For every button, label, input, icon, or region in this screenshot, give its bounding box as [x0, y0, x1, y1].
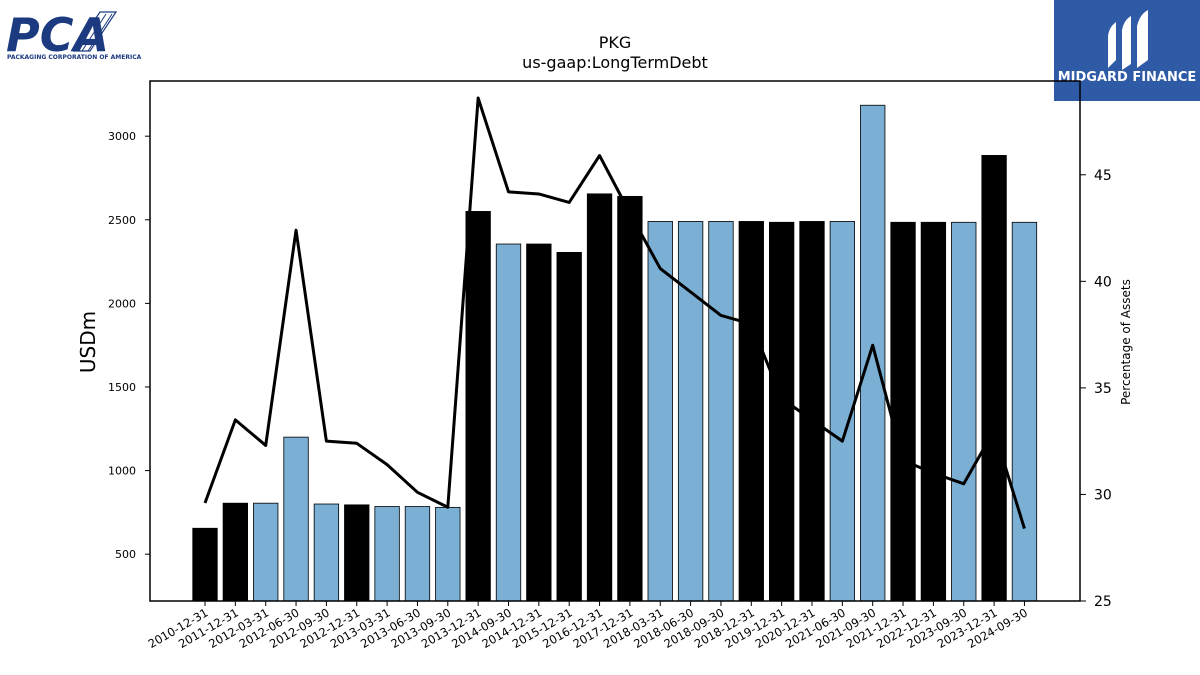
bar-2012-03-31: [253, 502, 279, 602]
y2-tick-label: 45: [1094, 168, 1112, 184]
bar-2011-12-31: [222, 502, 249, 602]
bar-2020-12-31: [799, 221, 825, 602]
y2-axis-label: Percentage of Assets: [1119, 279, 1133, 405]
bar-2018-06-30: [677, 221, 704, 602]
y-ticks: 500 1000 1500 2000 2500 3000: [108, 130, 150, 561]
x-ticks: 2010-12-312011-12-312012-03-312012-06-30…: [146, 601, 1030, 651]
bar-2010-12-31: [192, 527, 218, 602]
bar-2014-09-30: [495, 243, 522, 602]
y2-ticks: 25 30 35 40 45: [1080, 168, 1112, 610]
bar-2023-12-31: [981, 155, 1007, 602]
bar-2013-06-30: [404, 506, 431, 602]
bar-2021-09-30: [860, 104, 886, 602]
pca-logo: PCA PACKAGING CORPORATION OF AMERICA: [6, 8, 142, 62]
y-tick-label: 2500: [108, 214, 136, 227]
bar-2018-09-30: [708, 221, 734, 602]
bar-2023-09-30: [951, 221, 977, 602]
bar-2016-12-31: [586, 193, 613, 602]
bar-2013-03-31: [374, 506, 400, 602]
y2-tick-label: 30: [1094, 487, 1112, 503]
bar-2013-12-31: [465, 211, 491, 602]
bar-2021-12-31: [890, 221, 916, 602]
bar-2015-12-31: [556, 251, 582, 602]
y-tick-label: 1000: [108, 465, 136, 478]
bar-2024-09-30: [1011, 221, 1038, 602]
y-tick-label: 1500: [108, 381, 136, 394]
bar-2022-12-31: [920, 221, 947, 602]
bar-2014-12-31: [526, 243, 552, 602]
bar-2012-06-30: [283, 436, 309, 602]
line-layer: [203, 96, 1026, 529]
y2-tick-label: 40: [1094, 274, 1112, 290]
midgard-logo-text: MIDGARD FINANCE: [1058, 70, 1197, 85]
chart-subtitle: us-gaap:LongTermDebt: [522, 53, 708, 72]
bar-2017-12-31: [617, 195, 643, 602]
y2-tick-label: 25: [1094, 594, 1112, 610]
bar-2019-12-31: [769, 221, 795, 602]
pca-tagline: PACKAGING CORPORATION OF AMERICA: [7, 54, 142, 61]
y-tick-label: 500: [115, 548, 136, 561]
percentage-of-assets-line: [203, 96, 1026, 529]
bar-2013-09-30: [435, 506, 461, 602]
midgard-emblem-icon: [1108, 10, 1148, 70]
plot-frame: [149, 80, 1081, 602]
y-tick-label: 2000: [108, 297, 136, 310]
y-tick-label: 3000: [108, 130, 136, 143]
bar-2012-12-31: [344, 504, 370, 602]
bar-2018-12-31: [738, 221, 764, 602]
bar-2012-09-30: [313, 503, 340, 602]
bar-2018-03-31: [647, 221, 673, 602]
y-axis-label: USDm: [76, 311, 100, 373]
y2-tick-label: 35: [1094, 381, 1112, 397]
midgard-logo: MIDGARD FINANCE: [1054, 0, 1200, 101]
chart-title: PKG: [599, 33, 632, 52]
bars-layer: [192, 104, 1038, 602]
